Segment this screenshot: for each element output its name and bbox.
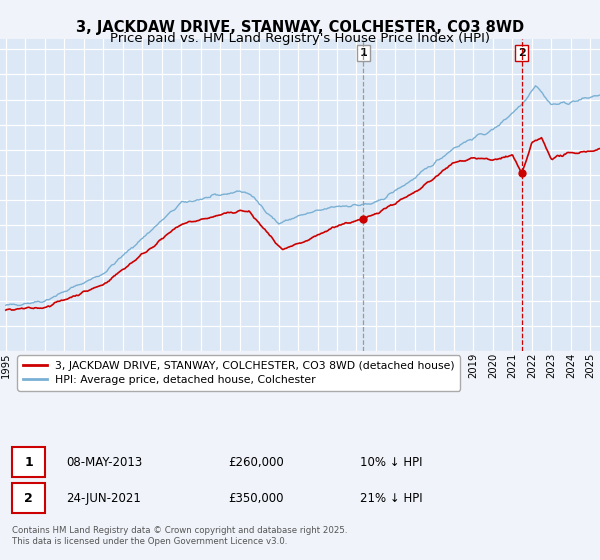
FancyBboxPatch shape bbox=[12, 483, 45, 513]
Text: 08-MAY-2013: 08-MAY-2013 bbox=[66, 456, 142, 469]
Text: 24-JUN-2021: 24-JUN-2021 bbox=[66, 492, 141, 505]
Text: 2: 2 bbox=[518, 48, 526, 58]
Text: 3, JACKDAW DRIVE, STANWAY, COLCHESTER, CO3 8WD: 3, JACKDAW DRIVE, STANWAY, COLCHESTER, C… bbox=[76, 20, 524, 35]
Legend: 3, JACKDAW DRIVE, STANWAY, COLCHESTER, CO3 8WD (detached house), HPI: Average pr: 3, JACKDAW DRIVE, STANWAY, COLCHESTER, C… bbox=[17, 356, 460, 391]
Text: £350,000: £350,000 bbox=[228, 492, 284, 505]
FancyBboxPatch shape bbox=[12, 447, 45, 477]
Text: 1: 1 bbox=[359, 48, 367, 58]
Text: 21% ↓ HPI: 21% ↓ HPI bbox=[360, 492, 422, 505]
Text: Contains HM Land Registry data © Crown copyright and database right 2025.
This d: Contains HM Land Registry data © Crown c… bbox=[12, 526, 347, 545]
Text: Price paid vs. HM Land Registry's House Price Index (HPI): Price paid vs. HM Land Registry's House … bbox=[110, 32, 490, 45]
Text: 10% ↓ HPI: 10% ↓ HPI bbox=[360, 456, 422, 469]
Text: £260,000: £260,000 bbox=[228, 456, 284, 469]
Text: 2: 2 bbox=[24, 492, 33, 505]
Text: 1: 1 bbox=[24, 456, 33, 469]
